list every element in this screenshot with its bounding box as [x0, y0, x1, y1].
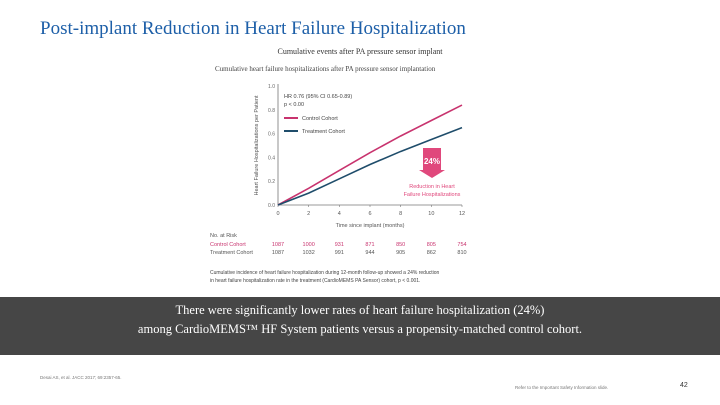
risk-row-label: Control Cohort [210, 242, 246, 248]
hazard-ratio-text: HR 0.76 (95% CI 0.65-0.89) [284, 94, 352, 100]
chart-caption-line-2: in heart failure hospitalization rate in… [210, 278, 420, 284]
legend-label: Treatment Cohort [302, 129, 345, 135]
y-tick-label: 0.2 [268, 179, 275, 185]
risk-cell: 931 [335, 242, 344, 248]
risk-cell: 1087 [272, 242, 284, 248]
x-tick-label: 4 [338, 211, 341, 217]
safety-footnote: Refer to the Important Safety Informatio… [515, 385, 609, 390]
risk-cell: 944 [365, 250, 374, 256]
summary-band [0, 297, 720, 355]
treatment-cohort-line [277, 126, 463, 206]
x-tick-label: 12 [459, 211, 465, 217]
x-axis-label: Time since implant (months) [336, 223, 405, 229]
p-value-text: p < 0.00 [284, 102, 304, 108]
risk-cell: 754 [457, 242, 466, 248]
y-tick-label: 0.4 [268, 155, 275, 161]
x-tick-label: 6 [368, 211, 371, 217]
callout-line-2: Failure Hospitalizations [404, 192, 461, 198]
x-tick-label: 10 [428, 211, 434, 217]
risk-cell: 810 [457, 250, 466, 256]
y-tick-label: 0.0 [268, 203, 275, 209]
y-tick-label: 0.6 [268, 132, 275, 138]
control-cohort-line [277, 104, 463, 206]
risk-table-title: No. at Risk [210, 233, 237, 239]
risk-cell: 805 [427, 242, 436, 248]
risk-cell: 1087 [272, 250, 284, 256]
chart-caption-line-1: Cumulative incidence of heart failure ho… [210, 270, 440, 276]
risk-row-label: Treatment Cohort [210, 250, 253, 256]
y-axis-label: Heart Failure Hospitalizations per Patie… [254, 95, 260, 195]
slide-title: Post-implant Reduction in Heart Failure … [40, 18, 466, 39]
x-tick-label: 2 [307, 211, 310, 217]
risk-cell: 871 [365, 242, 374, 248]
reference-footnote: Desai AS, et al. JACC 2017; 69:2357-65. [40, 375, 122, 380]
legend-label: Control Cohort [302, 116, 338, 122]
reduction-arrow [419, 148, 445, 178]
risk-cell: 862 [427, 250, 436, 256]
reduction-value: 24% [424, 157, 440, 166]
chart-subtitle: Cumulative events after PA pressure sens… [277, 47, 443, 56]
y-tick-label: 1.0 [268, 84, 275, 90]
risk-cell: 1032 [303, 250, 315, 256]
risk-cell: 991 [335, 250, 344, 256]
summary-line-1: There were significantly lower rates of … [175, 303, 545, 317]
x-tick-label: 0 [276, 211, 279, 217]
page-number: 42 [680, 382, 688, 389]
y-tick-label: 0.8 [268, 108, 275, 114]
summary-line-2: among CardioMEMS™ HF System patients ver… [137, 322, 583, 336]
chart-caption-top: Cumulative heart failure hospitalization… [215, 65, 436, 73]
risk-cell: 905 [396, 250, 405, 256]
x-tick-label: 8 [399, 211, 402, 217]
risk-cell: 850 [396, 242, 405, 248]
callout-line-1: Reduction in Heart [409, 184, 455, 190]
risk-cell: 1000 [303, 242, 315, 248]
